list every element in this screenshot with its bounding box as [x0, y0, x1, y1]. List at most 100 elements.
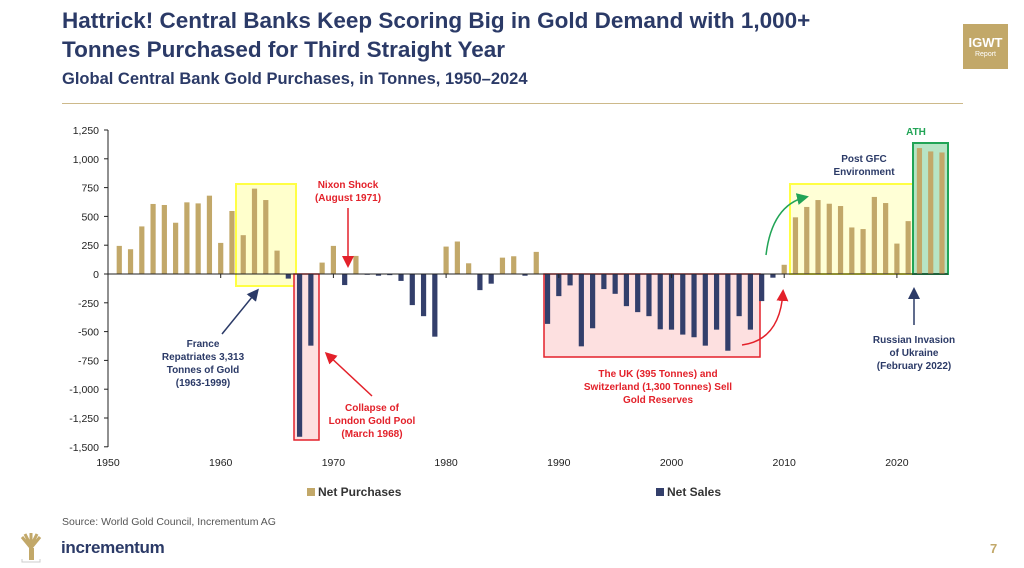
- uk-switzerland-annotation: Gold Reserves: [623, 395, 693, 406]
- bar-net-purchase: [161, 204, 167, 274]
- legend-swatch-sales: [656, 488, 664, 496]
- bar-net-sale: [747, 274, 753, 330]
- bar-net-sale: [522, 274, 528, 276]
- bar-net-purchase: [871, 196, 877, 274]
- post-gfc-annotation: Post GFC: [841, 154, 887, 165]
- bar-net-purchase: [139, 226, 145, 274]
- title-line-1: Hattrick! Central Banks Keep Scoring Big…: [62, 8, 811, 33]
- bar-net-purchase: [860, 229, 866, 274]
- igwt-report-logo: IGWT Report: [963, 24, 1008, 69]
- y-tick-label: 500: [81, 211, 99, 223]
- legend-label-sales: Net Sales: [667, 485, 721, 499]
- bar-net-purchase: [218, 242, 224, 274]
- bar-net-purchase: [443, 246, 449, 274]
- nixon-shock-annotation: (August 1971): [315, 193, 381, 204]
- bar-net-sale: [387, 274, 393, 276]
- x-tick-label: 2010: [773, 457, 797, 469]
- bar-net-purchase: [804, 206, 810, 274]
- bar-net-purchase: [916, 148, 923, 274]
- bar-net-sale: [420, 274, 427, 317]
- ath-annotation: ATH: [906, 127, 926, 138]
- london-gold-pool-annotation: Collapse of: [345, 403, 400, 414]
- bar-net-purchase: [127, 249, 134, 274]
- russia-invasion-annotation: Russian Invasion: [873, 335, 955, 346]
- title-line-2: Tonnes Purchased for Third Straight Year: [62, 37, 506, 62]
- bar-net-sale: [590, 274, 596, 329]
- russia-invasion-annotation: of Ukraine: [890, 348, 939, 359]
- bar-net-purchase: [883, 203, 889, 274]
- nixon-shock-annotation: Nixon Shock: [318, 180, 379, 191]
- y-tick-label: 1,000: [73, 154, 99, 166]
- y-tick-label: -500: [78, 327, 99, 339]
- bar-net-purchase: [815, 200, 821, 274]
- y-tick-label: -1,500: [69, 442, 99, 454]
- russia-invasion-annotation: (February 2022): [877, 361, 951, 372]
- bar-net-sale: [477, 274, 483, 291]
- x-tick-label: 1950: [96, 457, 120, 469]
- bar-net-purchase: [928, 151, 934, 274]
- bar-net-sale: [612, 274, 618, 294]
- y-tick-label: 0: [93, 269, 99, 281]
- page-title: Hattrick! Central Banks Keep Scoring Big…: [62, 6, 942, 64]
- bar-net-purchase: [533, 251, 539, 274]
- x-tick-label: 2000: [660, 457, 684, 469]
- france-annotation: Tonnes of Gold: [167, 365, 240, 376]
- bar-net-purchase: [894, 243, 900, 274]
- france-annotation: Repatriates 3,313: [162, 352, 245, 363]
- bar-net-sale: [308, 274, 314, 346]
- bar-net-purchase: [263, 200, 269, 274]
- bar-net-sale: [296, 274, 303, 437]
- y-tick-label: 1,250: [73, 125, 99, 137]
- bar-net-purchase: [353, 255, 359, 274]
- bar-net-sale: [623, 274, 630, 307]
- y-tick-label: -250: [78, 298, 99, 310]
- bar-net-sale: [567, 274, 573, 286]
- y-tick-label: -1,000: [69, 384, 99, 396]
- chart-subtitle: Global Central Bank Gold Purchases, in T…: [62, 70, 528, 88]
- bar-net-sale: [770, 274, 776, 278]
- london-gold-pool-annotation: London Gold Pool: [329, 416, 416, 427]
- bar-net-sale: [657, 274, 663, 330]
- bar-net-sale: [409, 274, 415, 306]
- bar-net-purchase: [781, 264, 787, 274]
- x-tick-label: 2020: [885, 457, 909, 469]
- bar-net-purchase: [837, 206, 844, 274]
- x-tick-label: 1990: [547, 457, 571, 469]
- london-arrow: [324, 351, 373, 397]
- uk-arrow: [741, 289, 789, 346]
- bar-net-sale: [285, 274, 291, 279]
- bar-net-purchase: [184, 202, 190, 274]
- bar-net-purchase: [251, 188, 258, 274]
- bar-net-sale: [342, 274, 348, 286]
- bar-net-sale: [556, 274, 562, 297]
- badge-subtitle: Report: [974, 51, 996, 58]
- incrementum-tree-logo: [20, 533, 42, 563]
- x-tick-label: 1980: [434, 457, 458, 469]
- bar-net-sale: [646, 274, 652, 317]
- bar-net-purchase: [792, 217, 799, 274]
- bar-net-purchase: [206, 195, 213, 274]
- bar-net-purchase: [330, 245, 336, 274]
- bar-net-purchase: [116, 245, 122, 274]
- bar-net-purchase: [499, 257, 506, 274]
- incrementum-logo-text: incrementum: [61, 538, 165, 557]
- bar-net-purchase: [229, 210, 235, 274]
- bar-net-purchase: [173, 222, 179, 274]
- bar-net-purchase: [319, 262, 325, 274]
- uk-switzerland-annotation: Switzerland (1,300 Tonnes) Sell: [584, 382, 732, 393]
- bar-net-sale: [601, 274, 607, 290]
- bar-net-purchase: [454, 241, 460, 274]
- france-arrow: [221, 288, 259, 335]
- bar-net-purchase: [939, 152, 945, 274]
- gfc-arrow: [765, 193, 809, 256]
- y-tick-label: -750: [78, 355, 99, 367]
- legend-swatch-purchases: [307, 488, 315, 496]
- source-note: Source: World Gold Council, Incrementum …: [62, 516, 276, 528]
- bar-net-sale: [578, 274, 584, 347]
- bar-net-purchase: [240, 235, 246, 274]
- uk-switzerland-annotation: The UK (395 Tonnes) and: [598, 369, 717, 380]
- page-number: 7: [990, 541, 998, 556]
- x-tick-label: 1970: [322, 457, 346, 469]
